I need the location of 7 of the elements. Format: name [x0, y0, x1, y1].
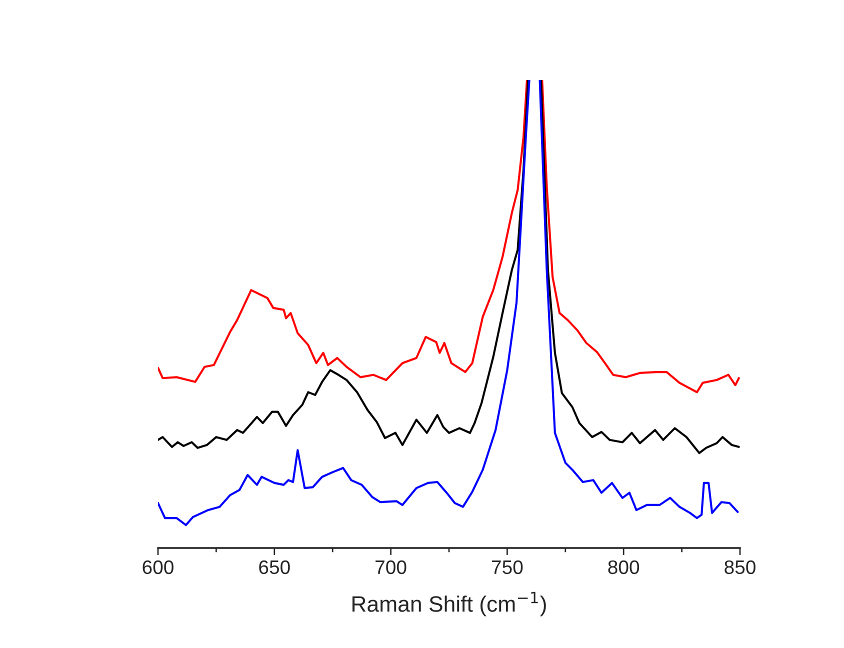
x-tick-label: 700 [376, 560, 406, 574]
x-tick-label: 800 [608, 560, 640, 574]
x-tick-label: 850 [724, 560, 756, 574]
x-tick-label: 750 [492, 560, 523, 574]
x-tick-label: 600 [142, 560, 174, 574]
x-tick-label: 650 [259, 560, 290, 574]
x-axis-title: Raman Shift (cm$^{−1}$) [352, 592, 546, 616]
